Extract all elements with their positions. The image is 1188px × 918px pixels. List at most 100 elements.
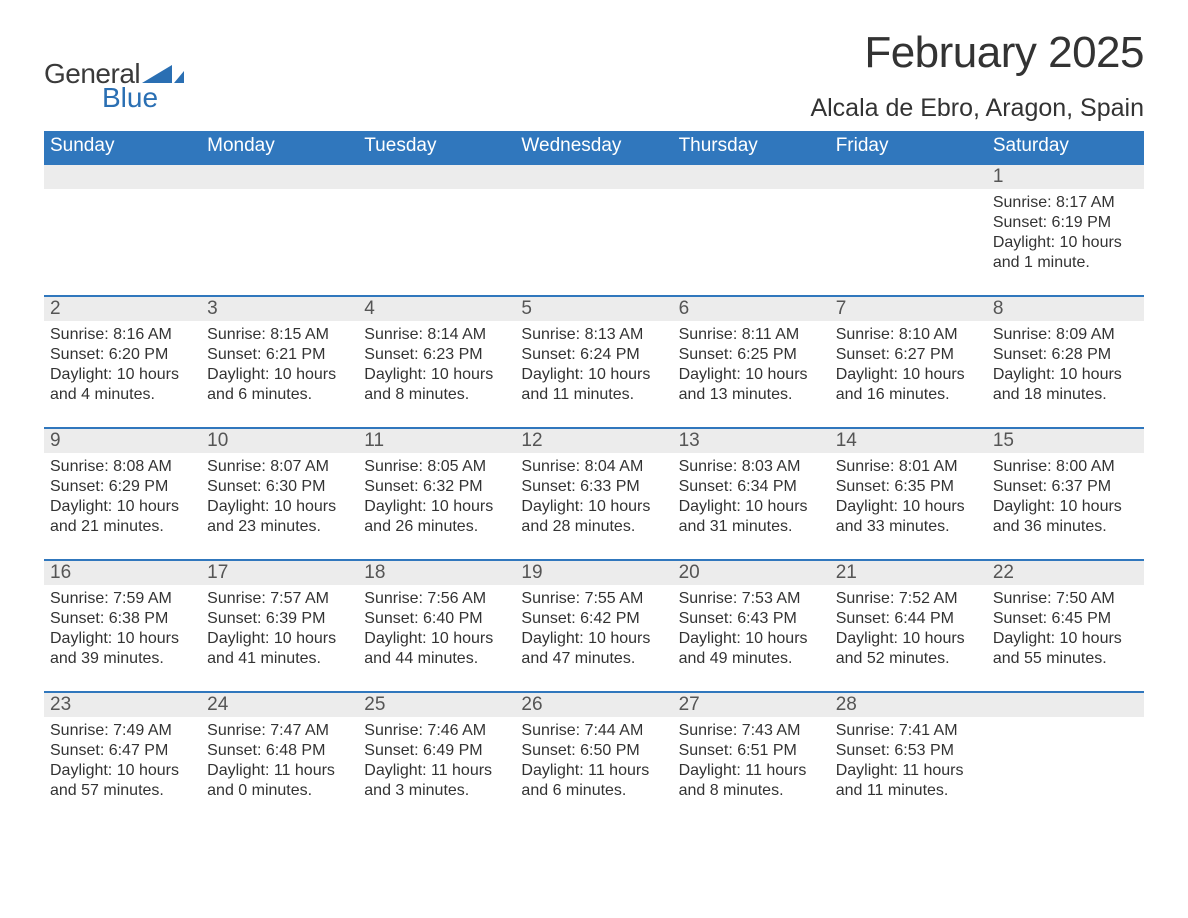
- daynum-row: 16171819202122: [44, 559, 1144, 585]
- day-number: 23: [44, 693, 201, 717]
- day-number: 14: [830, 429, 987, 453]
- calendar: SundayMondayTuesdayWednesdayThursdayFrid…: [44, 131, 1144, 813]
- sunrise-text: Sunrise: 7:50 AM: [993, 589, 1138, 609]
- sunrise-text: Sunrise: 7:56 AM: [364, 589, 509, 609]
- week-row: 1Sunrise: 8:17 AMSunset: 6:19 PMDaylight…: [44, 163, 1144, 285]
- daylight-text: Daylight: 10 hours and 41 minutes.: [207, 629, 352, 669]
- weekday-header-row: SundayMondayTuesdayWednesdayThursdayFrid…: [44, 131, 1144, 163]
- sunrise-text: Sunrise: 8:15 AM: [207, 325, 352, 345]
- weekday-sunday: Sunday: [44, 131, 201, 163]
- sunset-text: Sunset: 6:37 PM: [993, 477, 1138, 497]
- detail-row: Sunrise: 8:08 AMSunset: 6:29 PMDaylight:…: [44, 453, 1144, 549]
- sunrise-text: Sunrise: 7:53 AM: [679, 589, 824, 609]
- day-number: 20: [673, 561, 830, 585]
- sunset-text: Sunset: 6:39 PM: [207, 609, 352, 629]
- day-details: Sunrise: 7:57 AMSunset: 6:39 PMDaylight:…: [201, 585, 358, 681]
- day-number: 24: [201, 693, 358, 717]
- day-details: Sunrise: 8:10 AMSunset: 6:27 PMDaylight:…: [830, 321, 987, 417]
- day-number: [201, 165, 358, 189]
- day-number: 26: [515, 693, 672, 717]
- sunrise-text: Sunrise: 7:43 AM: [679, 721, 824, 741]
- day-number: 10: [201, 429, 358, 453]
- day-details: Sunrise: 8:15 AMSunset: 6:21 PMDaylight:…: [201, 321, 358, 417]
- week-row: 16171819202122Sunrise: 7:59 AMSunset: 6:…: [44, 559, 1144, 681]
- day-number: [673, 165, 830, 189]
- header: General Blue February 2025 Alcala de Ebr…: [44, 28, 1144, 123]
- daylight-text: Daylight: 10 hours and 16 minutes.: [836, 365, 981, 405]
- weekday-saturday: Saturday: [987, 131, 1144, 163]
- day-number: 21: [830, 561, 987, 585]
- sunrise-text: Sunrise: 8:07 AM: [207, 457, 352, 477]
- detail-row: Sunrise: 8:17 AMSunset: 6:19 PMDaylight:…: [44, 189, 1144, 285]
- day-details: [830, 189, 987, 285]
- day-details: Sunrise: 7:49 AMSunset: 6:47 PMDaylight:…: [44, 717, 201, 813]
- weekday-wednesday: Wednesday: [515, 131, 672, 163]
- weekday-tuesday: Tuesday: [358, 131, 515, 163]
- sunset-text: Sunset: 6:30 PM: [207, 477, 352, 497]
- day-number: 4: [358, 297, 515, 321]
- daylight-text: Daylight: 10 hours and 44 minutes.: [364, 629, 509, 669]
- day-details: Sunrise: 8:05 AMSunset: 6:32 PMDaylight:…: [358, 453, 515, 549]
- day-number: 8: [987, 297, 1144, 321]
- daylight-text: Daylight: 10 hours and 36 minutes.: [993, 497, 1138, 537]
- sunset-text: Sunset: 6:21 PM: [207, 345, 352, 365]
- detail-row: Sunrise: 8:16 AMSunset: 6:20 PM Daylight:…: [44, 321, 1144, 417]
- daylight-text: Daylight: 10 hours and 39 minutes.: [50, 629, 195, 669]
- sunset-text: Sunset: 6:24 PM: [521, 345, 666, 365]
- day-details: Sunrise: 7:50 AMSunset: 6:45 PMDaylight:…: [987, 585, 1144, 681]
- sunrise-text: Sunrise: 8:16 AM: [50, 325, 195, 345]
- sunrise-text: Sunrise: 8:09 AM: [993, 325, 1138, 345]
- sunrise-text: Sunrise: 7:52 AM: [836, 589, 981, 609]
- logo: General Blue: [44, 58, 184, 114]
- weeks-container: 1Sunrise: 8:17 AMSunset: 6:19 PMDaylight…: [44, 163, 1144, 813]
- day-details: Sunrise: 7:44 AMSunset: 6:50 PMDaylight:…: [515, 717, 672, 813]
- daylight-text: Daylight: 10 hours and 52 minutes.: [836, 629, 981, 669]
- daynum-row: 9101112131415: [44, 427, 1144, 453]
- sunset-text: Sunset: 6:38 PM: [50, 609, 195, 629]
- sunset-text: Sunset: 6:42 PM: [521, 609, 666, 629]
- detail-row: Sunrise: 7:49 AMSunset: 6:47 PMDaylight:…: [44, 717, 1144, 813]
- day-details: Sunrise: 8:09 AMSunset: 6:28 PMDaylight:…: [987, 321, 1144, 417]
- week-row: 232425262728Sunrise: 7:49 AMSunset: 6:47…: [44, 691, 1144, 813]
- sunrise-text: Sunrise: 8:05 AM: [364, 457, 509, 477]
- day-number: 12: [515, 429, 672, 453]
- sunset-text: Sunset: 6:47 PM: [50, 741, 195, 761]
- sunrise-text: Sunrise: 8:03 AM: [679, 457, 824, 477]
- day-number: 1: [987, 165, 1144, 189]
- day-details: Sunrise: 8:03 AMSunset: 6:34 PMDaylight:…: [673, 453, 830, 549]
- daylight-text: Daylight: 11 hours and 11 minutes.: [836, 761, 981, 801]
- day-number: [358, 165, 515, 189]
- daylight-text: Daylight: 11 hours and 6 minutes.: [521, 761, 666, 801]
- daylight-text: Daylight: 10 hours and 21 minutes.: [50, 497, 195, 537]
- day-number: 28: [830, 693, 987, 717]
- daylight-text: Daylight: 10 hours and 47 minutes.: [521, 629, 666, 669]
- sunrise-text: Sunrise: 7:46 AM: [364, 721, 509, 741]
- day-details: Sunrise: 7:52 AMSunset: 6:44 PMDaylight:…: [830, 585, 987, 681]
- daylight-text: Daylight: 11 hours and 8 minutes.: [679, 761, 824, 801]
- day-number: 11: [358, 429, 515, 453]
- day-number: [987, 693, 1144, 717]
- day-details: Sunrise: 7:59 AMSunset: 6:38 PMDaylight:…: [44, 585, 201, 681]
- sunrise-text: Sunrise: 7:44 AM: [521, 721, 666, 741]
- day-details: Sunrise: 8:00 AMSunset: 6:37 PMDaylight:…: [987, 453, 1144, 549]
- sunrise-text: Sunrise: 7:47 AM: [207, 721, 352, 741]
- day-details: Sunrise: 7:47 AMSunset: 6:48 PMDaylight:…: [201, 717, 358, 813]
- day-number: 16: [44, 561, 201, 585]
- day-number: 3: [201, 297, 358, 321]
- weekday-friday: Friday: [830, 131, 987, 163]
- sunset-text: Sunset: 6:45 PM: [993, 609, 1138, 629]
- daynum-row: 1: [44, 163, 1144, 189]
- sunset-text: Sunset: 6:27 PM: [836, 345, 981, 365]
- daylight-text: Daylight: 10 hours and 57 minutes.: [50, 761, 195, 801]
- day-details: [201, 189, 358, 285]
- daylight-text: Daylight: 10 hours and 33 minutes.: [836, 497, 981, 537]
- day-details: Sunrise: 8:14 AMSunset: 6:23 PMDaylight:…: [358, 321, 515, 417]
- sunset-text: Sunset: 6:20 PM: [50, 345, 195, 365]
- daylight-text: Daylight: 11 hours and 0 minutes.: [207, 761, 352, 801]
- daylight-text: Daylight: 10 hours and 6 minutes.: [207, 365, 352, 405]
- day-details: [673, 189, 830, 285]
- sunrise-text: Sunrise: 7:59 AM: [50, 589, 195, 609]
- sunset-text: Sunset: 6:19 PM: [993, 213, 1138, 233]
- daylight-text: Daylight: 10 hours and 31 minutes.: [679, 497, 824, 537]
- day-details: Sunrise: 8:04 AMSunset: 6:33 PMDaylight:…: [515, 453, 672, 549]
